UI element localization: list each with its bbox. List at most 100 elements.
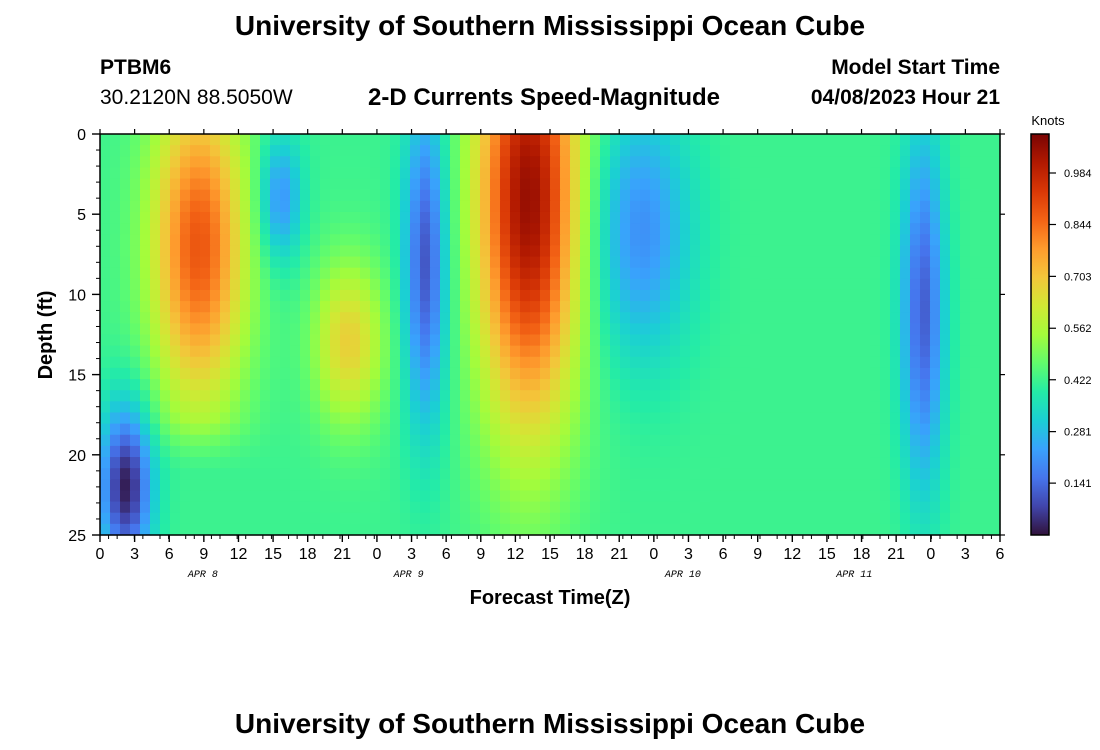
heatmap-cell bbox=[250, 523, 261, 536]
heatmap-cell bbox=[750, 490, 761, 503]
heatmap-cell bbox=[690, 501, 701, 514]
heatmap-cell bbox=[290, 289, 301, 302]
heatmap-cell bbox=[520, 390, 531, 402]
heatmap-cell bbox=[470, 234, 481, 246]
heatmap-cell bbox=[280, 323, 291, 336]
heatmap-cell bbox=[130, 412, 141, 425]
heatmap-cell bbox=[670, 379, 681, 391]
heatmap-cell bbox=[550, 189, 561, 202]
heatmap-cell bbox=[320, 523, 331, 536]
heatmap-cell bbox=[970, 479, 981, 492]
heatmap-cell bbox=[490, 256, 501, 269]
heatmap-cell bbox=[410, 200, 421, 213]
heatmap-cell bbox=[870, 267, 881, 280]
heatmap-cell bbox=[800, 267, 811, 280]
heatmap-cell bbox=[310, 367, 321, 380]
heatmap-cell bbox=[200, 367, 211, 380]
heatmap-cell bbox=[470, 490, 481, 503]
heatmap-cell bbox=[560, 457, 571, 469]
heatmap-cell bbox=[140, 289, 151, 302]
heatmap-cell bbox=[560, 501, 571, 514]
heatmap-cell bbox=[810, 501, 821, 514]
heatmap-cell bbox=[250, 434, 261, 447]
heatmap-cell bbox=[840, 412, 851, 425]
heatmap-cell bbox=[600, 156, 611, 169]
heatmap-cell bbox=[900, 367, 911, 380]
heatmap-cell bbox=[720, 401, 731, 414]
heatmap-cell bbox=[960, 457, 971, 469]
heatmap-cell bbox=[640, 390, 651, 402]
heatmap-cell bbox=[870, 167, 881, 180]
heatmap-cell bbox=[930, 345, 941, 358]
heatmap-cell bbox=[280, 289, 291, 302]
heatmap-cell bbox=[340, 367, 351, 380]
heatmap-cell bbox=[300, 178, 311, 191]
heatmap-cell bbox=[840, 200, 851, 213]
heatmap-cell bbox=[860, 479, 871, 492]
heatmap-cell bbox=[150, 289, 161, 302]
heatmap-cell bbox=[950, 256, 961, 269]
heatmap-cell bbox=[740, 468, 751, 480]
heatmap-cell bbox=[570, 468, 581, 480]
heatmap-cell bbox=[260, 167, 271, 180]
heatmap-cell bbox=[430, 512, 441, 525]
heatmap-cell bbox=[110, 178, 121, 191]
heatmap-cell bbox=[940, 178, 951, 191]
heatmap-cell bbox=[240, 189, 251, 202]
heatmap-cell bbox=[300, 479, 311, 492]
heatmap-cell bbox=[400, 457, 411, 469]
heatmap-cell bbox=[150, 234, 161, 246]
heatmap-cell bbox=[940, 479, 951, 492]
heatmap-cell bbox=[430, 301, 441, 313]
heatmap-cell bbox=[710, 178, 721, 191]
heatmap-cell bbox=[580, 323, 591, 336]
heatmap-cell bbox=[780, 468, 791, 480]
heatmap-cell bbox=[920, 423, 931, 436]
heatmap-cell bbox=[780, 289, 791, 302]
heatmap-cell bbox=[520, 312, 531, 324]
heatmap-cell bbox=[280, 501, 291, 514]
heatmap-cell bbox=[770, 379, 781, 391]
heatmap-cell bbox=[770, 367, 781, 380]
heatmap-cell bbox=[570, 390, 581, 402]
heatmap-cell bbox=[630, 145, 641, 157]
heatmap-cell bbox=[500, 145, 511, 157]
heatmap-cell bbox=[160, 356, 171, 369]
heatmap-cell bbox=[900, 145, 911, 157]
heatmap-cell bbox=[120, 245, 131, 258]
heatmap-cell bbox=[900, 457, 911, 469]
heatmap-cell bbox=[900, 323, 911, 336]
heatmap-cell bbox=[370, 178, 381, 191]
heatmap-cell bbox=[110, 390, 121, 402]
heatmap-cell bbox=[480, 512, 491, 525]
heatmap-cell bbox=[630, 223, 641, 235]
heatmap-cell bbox=[750, 423, 761, 436]
heatmap-cell bbox=[930, 490, 941, 503]
heatmap-cell bbox=[270, 501, 281, 514]
heatmap-cell bbox=[160, 445, 171, 458]
heatmap-cell bbox=[310, 334, 321, 347]
heatmap-cell bbox=[320, 367, 331, 380]
heatmap-cell bbox=[850, 434, 861, 447]
heatmap-cell bbox=[640, 178, 651, 191]
heatmap-cell bbox=[600, 501, 611, 514]
heatmap-cell bbox=[280, 256, 291, 269]
heatmap-cell bbox=[390, 200, 401, 213]
heatmap-cell bbox=[740, 457, 751, 469]
heatmap-cell bbox=[730, 301, 741, 313]
heatmap-cell bbox=[710, 445, 721, 458]
heatmap-cell bbox=[730, 379, 741, 391]
heatmap-cell bbox=[720, 423, 731, 436]
heatmap-cell bbox=[960, 167, 971, 180]
heatmap-cell bbox=[410, 245, 421, 258]
heatmap-cell bbox=[900, 156, 911, 169]
heatmap-cell bbox=[230, 512, 241, 525]
heatmap-cell bbox=[890, 434, 901, 447]
heatmap-cell bbox=[580, 211, 591, 224]
heatmap-cell bbox=[920, 267, 931, 280]
heatmap-cell bbox=[190, 278, 201, 291]
heatmap-cell bbox=[990, 345, 1001, 358]
heatmap-cell bbox=[750, 134, 761, 146]
heatmap-cell bbox=[240, 356, 251, 369]
heatmap-cell bbox=[690, 445, 701, 458]
